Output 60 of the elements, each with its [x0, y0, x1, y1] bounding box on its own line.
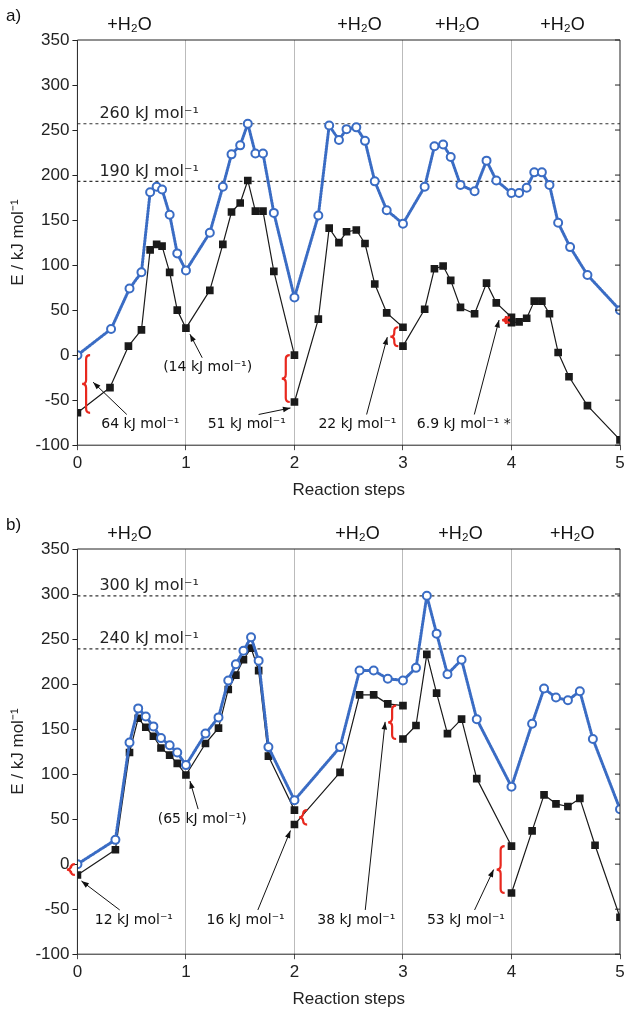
text: +H₂O — [107, 14, 152, 34]
y-tick-label: -50 — [44, 389, 70, 409]
y-tick-label: 300 — [41, 583, 70, 603]
y-tick-label: 0 — [59, 853, 70, 873]
x-axis-title: Reaction steps — [292, 480, 405, 500]
x-axis-title: Reaction steps — [292, 989, 405, 1009]
y-axis-title: E / kJ mol⁻¹ — [7, 708, 27, 795]
y-tick-label: 150 — [41, 718, 70, 738]
annotation: (65 kJ mol⁻¹) — [157, 809, 247, 826]
y-tick-label: 250 — [41, 628, 70, 648]
text: +H₂O — [540, 14, 585, 34]
x-tick-label: 3 — [398, 962, 408, 982]
annotation: 51 kJ mol⁻¹ — [207, 415, 286, 432]
annotation: (14 kJ mol⁻¹) — [163, 358, 253, 375]
chart-title: a) — [6, 6, 22, 26]
x-tick-label: 5 — [615, 962, 625, 982]
annotation: 12 kJ mol⁻¹ — [94, 910, 173, 927]
x-tick-label: 2 — [289, 962, 300, 982]
x-tick-label: 4 — [506, 962, 517, 982]
x-tick-label: 3 — [398, 453, 408, 473]
y-tick-label: -100 — [35, 434, 70, 454]
x-tick-label: 1 — [181, 962, 191, 982]
text: +H₂O — [550, 523, 595, 543]
annotation: 53 kJ mol⁻¹ — [426, 910, 505, 927]
x-tick-label: 2 — [289, 453, 300, 473]
y-tick-label: 200 — [41, 673, 70, 693]
ref-line-label: 300 kJ mol⁻¹ — [99, 574, 199, 594]
ref-line-label: 240 kJ mol⁻¹ — [99, 628, 199, 648]
x-tick-label: 5 — [615, 453, 625, 473]
y-tick-label: 250 — [41, 119, 70, 139]
text: +H₂O — [434, 14, 480, 34]
x-tick-label: 0 — [72, 962, 83, 982]
y-tick-label: 350 — [41, 29, 70, 49]
x-tick-label: 4 — [506, 453, 517, 473]
y-tick-label: 150 — [41, 209, 70, 229]
y-tick-label: 0 — [59, 344, 70, 364]
text: +H₂O — [337, 14, 382, 34]
x-tick-label: 0 — [72, 453, 83, 473]
chart-title: b) — [6, 515, 22, 535]
y-axis-title: E / kJ mol⁻¹ — [7, 199, 27, 286]
y-tick-label: -50 — [44, 898, 70, 918]
annotation: 22 kJ mol⁻¹ — [318, 415, 397, 432]
annotation: 16 kJ mol⁻¹ — [206, 910, 285, 927]
y-tick-label: -100 — [35, 943, 70, 963]
x-tick-label: 1 — [181, 453, 191, 473]
annotation: 38 kJ mol⁻¹ — [317, 910, 396, 927]
text: +H₂O — [335, 523, 380, 543]
text: +H₂O — [438, 523, 483, 543]
y-tick-label: 50 — [50, 299, 70, 319]
y-tick-label: 100 — [41, 254, 70, 274]
annotation: 64 kJ mol⁻¹ — [101, 415, 180, 432]
y-tick-label: 100 — [41, 763, 70, 783]
y-tick-label: 200 — [41, 164, 70, 184]
ref-line-label: 260 kJ mol⁻¹ — [99, 102, 199, 122]
y-tick-label: 300 — [41, 74, 70, 94]
y-tick-label: 50 — [50, 808, 70, 828]
ref-line-label: 190 kJ mol⁻¹ — [99, 160, 199, 180]
y-tick-label: 350 — [41, 538, 70, 558]
text: +H₂O — [107, 523, 152, 543]
annotation: 6.9 kJ mol⁻¹ * — [416, 415, 511, 432]
